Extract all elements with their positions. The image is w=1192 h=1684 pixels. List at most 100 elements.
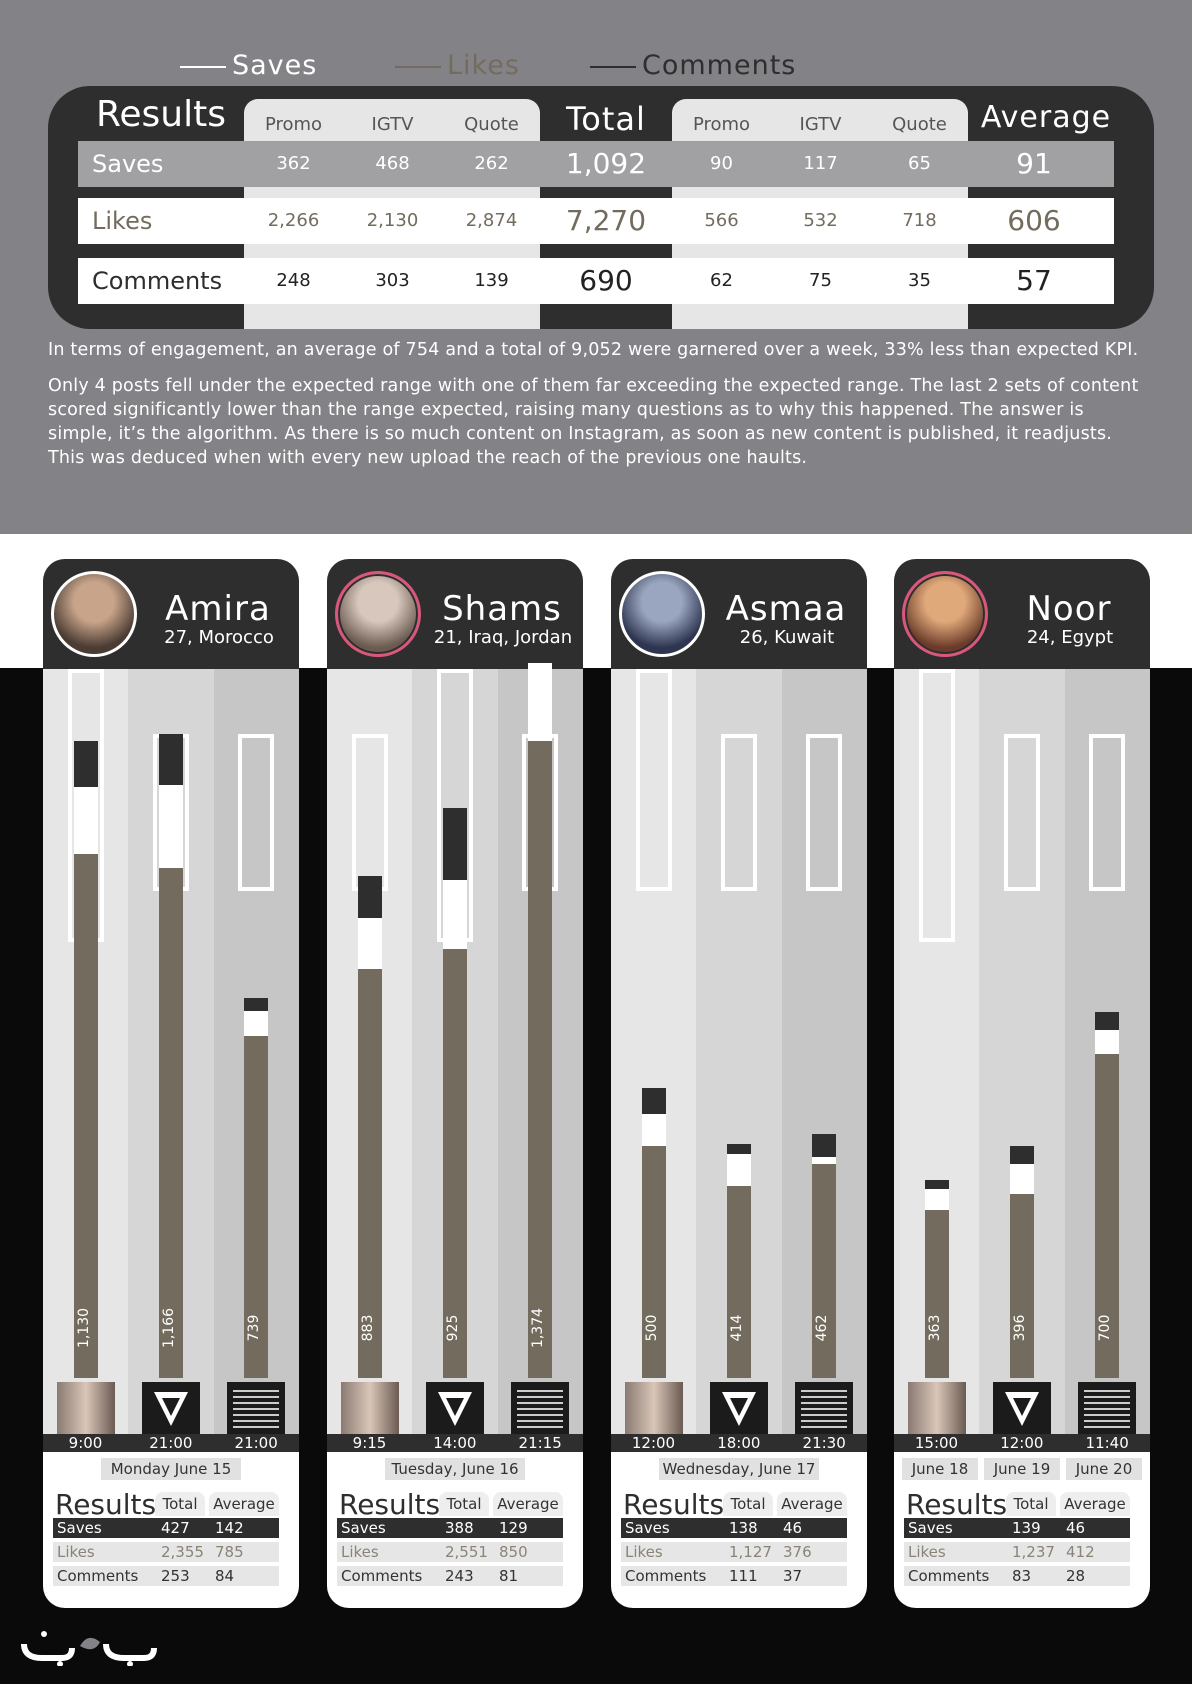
card-comments-row: Comments 111 37 (621, 1566, 847, 1586)
quote-thumb-text (233, 1390, 280, 1428)
legend-likes: Likes (395, 50, 520, 81)
quote-thumb-text (517, 1390, 564, 1428)
likes-bar (244, 1035, 269, 1378)
bar-total-label: 883 (359, 1314, 376, 1342)
post-thumbnail-igtv (426, 1382, 484, 1438)
card-comments-total: 243 (445, 1567, 474, 1585)
saves-avg-igtv: 117 (803, 153, 838, 174)
likes-bar (159, 868, 183, 1378)
comments-bar (1095, 1011, 1120, 1031)
post-date: Tuesday, June 16 (385, 1458, 525, 1480)
comments-row: Comments 248 303 139 690 62 75 35 57 (78, 258, 1114, 304)
post-date: June 18 (902, 1458, 978, 1480)
likes-bar (357, 968, 382, 1378)
comments-bar (528, 648, 553, 663)
card-total-header: Total (723, 1492, 773, 1516)
expected-range-box (721, 733, 757, 892)
card-results: Tuesday, June 16 Results Total Average Save… (327, 1452, 583, 1608)
saves-avg-quote: 65 (908, 153, 931, 174)
summary-paragraph-2: Only 4 posts fell under the expected ran… (48, 376, 1139, 468)
likes-bar (1010, 1194, 1034, 1378)
card-saves-row: Saves 138 46 (621, 1518, 847, 1538)
saves-avg-promo: 90 (710, 153, 733, 174)
card-results-title: Results (55, 1488, 157, 1521)
saves-bar (443, 879, 467, 950)
saves-bar (1010, 1164, 1034, 1195)
card-comments-total: 83 (1012, 1567, 1032, 1585)
likes-avg-promo: 566 (704, 210, 739, 231)
legend-comments-label: Comments (642, 50, 797, 81)
card-saves-label: Saves (908, 1519, 953, 1537)
likes-avg-igtv: 532 (803, 210, 838, 231)
post-time: 21:00 (234, 1434, 278, 1452)
card-comments-average: 84 (215, 1567, 235, 1585)
avatar (902, 571, 988, 657)
comments-igtv: 303 (375, 270, 410, 291)
card-likes-average: 376 (783, 1543, 812, 1561)
card-likes-total: 1,237 (1012, 1543, 1055, 1561)
card-results: Monday June 15 Results Total Average Saves … (43, 1452, 299, 1608)
likes-bar (641, 1146, 666, 1378)
brand-logo (21, 1631, 157, 1666)
card-total-header: Total (1006, 1492, 1056, 1516)
comments-bar (1010, 1145, 1034, 1165)
comments-promo: 248 (276, 270, 311, 291)
card-header: Asmaa 26, Kuwait (611, 559, 867, 669)
legend-saves-swatch (180, 65, 226, 68)
post-thumbnail-quote (795, 1382, 854, 1438)
post-thumbnail-promo (907, 1382, 966, 1438)
card-comments-row: Comments 83 28 (904, 1566, 1130, 1586)
expected-range-box (918, 669, 955, 943)
expected-range-box (1089, 733, 1126, 892)
expected-range-box (806, 733, 843, 892)
influencer-name: Asmaa (725, 589, 847, 629)
card-saves-total: 427 (161, 1519, 190, 1537)
bar-total-label: 1,130 (75, 1307, 92, 1349)
avatar (335, 571, 421, 657)
card-saves-row: Saves 388 129 (337, 1518, 563, 1538)
comments-bar (159, 733, 183, 785)
card-likes-row: Likes 2,355 785 (53, 1542, 279, 1562)
saves-quote: 262 (474, 153, 509, 174)
post-thumbnail-quote (1078, 1382, 1137, 1438)
comments-quote: 139 (474, 270, 509, 291)
card-likes-average: 850 (499, 1543, 528, 1561)
comments-bar (727, 1144, 751, 1154)
post-date: Monday June 15 (101, 1458, 241, 1480)
igtv-thumb-art (438, 1392, 472, 1426)
legend-comments-swatch (590, 65, 636, 68)
card-saves-average: 142 (215, 1519, 244, 1537)
saves-total: 1,092 (565, 147, 647, 180)
influencer-card-amira: Amira 27, Morocco 1,130 1,166 739 9:00 21:00… (43, 559, 299, 1608)
card-results: June 18 June 19 June 20 Results Total Average… (894, 1452, 1150, 1608)
saves-bar (159, 784, 183, 869)
expected-range-box (1004, 733, 1040, 892)
post-plot: 883 925 1,374 (327, 648, 583, 1438)
saves-label: Saves (92, 150, 164, 178)
card-likes-label: Likes (57, 1543, 95, 1561)
post-plot: 1,130 1,166 739 (43, 669, 299, 1438)
comments-label: Comments (92, 267, 223, 295)
likes-bar (727, 1186, 751, 1378)
likes-quote: 2,874 (465, 210, 518, 231)
comments-bar (812, 1133, 837, 1157)
card-likes-total: 2,355 (161, 1543, 204, 1561)
card-likes-row: Likes 2,551 850 (337, 1542, 563, 1562)
comments-avg-igtv: 75 (809, 270, 832, 291)
comments-avg-promo: 62 (710, 270, 733, 291)
influencer-info: 21, Iraq, Jordan (433, 627, 573, 648)
time-bar (327, 1434, 583, 1452)
card-total-header: Total (439, 1492, 489, 1516)
results-table: Results Promo IGTV Quote Total Promo IGT… (48, 86, 1154, 329)
card-header: Amira 27, Morocco (43, 559, 299, 669)
likes-bar (528, 741, 553, 1378)
card-average-header: Average (209, 1492, 279, 1516)
post-plot: 500 414 462 (611, 669, 867, 1438)
card-comments-label: Comments (625, 1567, 707, 1585)
bar-total-label: 1,374 (530, 1307, 547, 1349)
card-saves-label: Saves (341, 1519, 386, 1537)
comments-avg-quote: 35 (908, 270, 931, 291)
likes-avg-quote: 718 (902, 210, 937, 231)
col-avg-igtv: IGTV (799, 114, 842, 135)
card-average-header: Average (493, 1492, 563, 1516)
